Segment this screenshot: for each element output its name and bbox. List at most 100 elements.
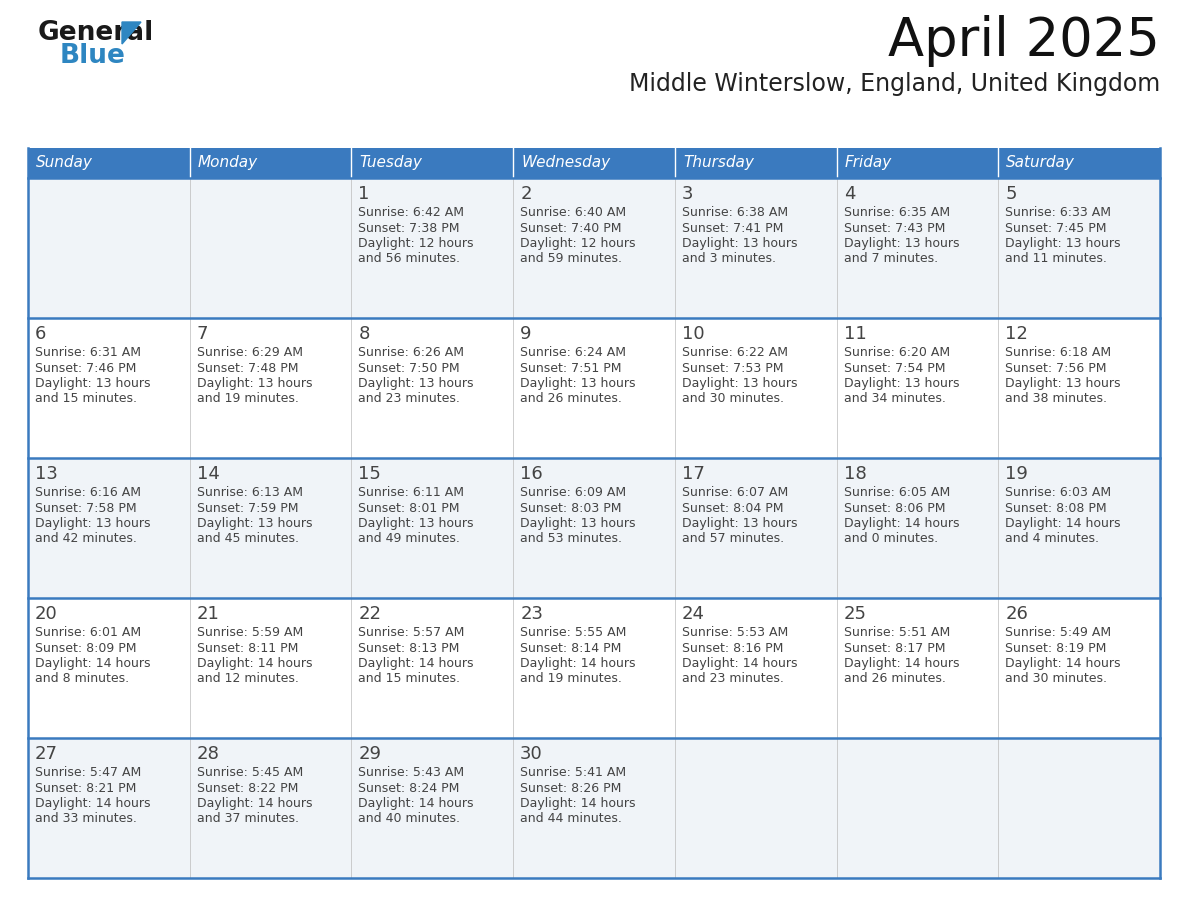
- Text: Sunrise: 6:05 AM: Sunrise: 6:05 AM: [843, 486, 950, 499]
- Text: 25: 25: [843, 605, 866, 623]
- Text: Sunrise: 5:53 AM: Sunrise: 5:53 AM: [682, 626, 788, 639]
- Bar: [675, 458, 836, 598]
- Text: and 4 minutes.: and 4 minutes.: [1005, 532, 1099, 545]
- Text: and 37 minutes.: and 37 minutes.: [197, 812, 298, 825]
- Bar: [513, 738, 675, 878]
- Text: and 34 minutes.: and 34 minutes.: [843, 393, 946, 406]
- Text: Sunrise: 5:57 AM: Sunrise: 5:57 AM: [359, 626, 465, 639]
- Text: Sunrise: 6:38 AM: Sunrise: 6:38 AM: [682, 206, 788, 219]
- Text: Daylight: 13 hours: Daylight: 13 hours: [359, 377, 474, 390]
- Bar: [190, 458, 352, 598]
- Text: 7: 7: [197, 325, 208, 343]
- Text: Daylight: 13 hours: Daylight: 13 hours: [34, 517, 151, 530]
- Text: and 56 minutes.: and 56 minutes.: [359, 252, 461, 265]
- Text: Sunrise: 6:33 AM: Sunrise: 6:33 AM: [1005, 206, 1111, 219]
- Bar: [998, 458, 1159, 598]
- Text: 2: 2: [520, 185, 532, 203]
- Text: Sunset: 8:16 PM: Sunset: 8:16 PM: [682, 642, 783, 655]
- Text: 28: 28: [197, 745, 220, 763]
- Text: 16: 16: [520, 465, 543, 483]
- Text: and 15 minutes.: and 15 minutes.: [359, 673, 461, 686]
- Text: Daylight: 12 hours: Daylight: 12 hours: [520, 237, 636, 250]
- Text: and 53 minutes.: and 53 minutes.: [520, 532, 623, 545]
- Bar: [836, 318, 998, 458]
- Bar: [352, 738, 513, 878]
- Text: Sunrise: 6:26 AM: Sunrise: 6:26 AM: [359, 346, 465, 359]
- Text: Monday: Monday: [197, 155, 258, 171]
- Bar: [513, 458, 675, 598]
- Text: Friday: Friday: [845, 155, 892, 171]
- Text: 8: 8: [359, 325, 369, 343]
- Bar: [29, 178, 190, 318]
- Bar: [29, 318, 190, 458]
- Text: Daylight: 13 hours: Daylight: 13 hours: [843, 377, 959, 390]
- Text: and 59 minutes.: and 59 minutes.: [520, 252, 623, 265]
- Bar: [513, 178, 675, 318]
- Text: Middle Winterslow, England, United Kingdom: Middle Winterslow, England, United Kingd…: [628, 72, 1159, 96]
- Text: Daylight: 14 hours: Daylight: 14 hours: [34, 657, 151, 670]
- Text: Sunrise: 6:29 AM: Sunrise: 6:29 AM: [197, 346, 303, 359]
- Text: 18: 18: [843, 465, 866, 483]
- Text: Sunday: Sunday: [36, 155, 93, 171]
- Text: and 7 minutes.: and 7 minutes.: [843, 252, 937, 265]
- Text: Daylight: 13 hours: Daylight: 13 hours: [197, 517, 312, 530]
- Bar: [29, 148, 190, 178]
- Text: Sunset: 8:06 PM: Sunset: 8:06 PM: [843, 501, 946, 514]
- Text: 17: 17: [682, 465, 704, 483]
- Text: Sunrise: 6:18 AM: Sunrise: 6:18 AM: [1005, 346, 1112, 359]
- Bar: [836, 598, 998, 738]
- Text: Sunrise: 6:20 AM: Sunrise: 6:20 AM: [843, 346, 949, 359]
- Text: Sunset: 8:24 PM: Sunset: 8:24 PM: [359, 781, 460, 794]
- Bar: [836, 148, 998, 178]
- Bar: [352, 458, 513, 598]
- Text: 19: 19: [1005, 465, 1028, 483]
- Text: and 40 minutes.: and 40 minutes.: [359, 812, 461, 825]
- Text: General: General: [38, 20, 154, 46]
- Text: Sunset: 7:40 PM: Sunset: 7:40 PM: [520, 221, 621, 234]
- Text: Sunset: 8:21 PM: Sunset: 8:21 PM: [34, 781, 137, 794]
- Text: Sunset: 7:43 PM: Sunset: 7:43 PM: [843, 221, 944, 234]
- Text: Sunrise: 6:07 AM: Sunrise: 6:07 AM: [682, 486, 788, 499]
- Bar: [836, 178, 998, 318]
- Text: Sunrise: 5:55 AM: Sunrise: 5:55 AM: [520, 626, 626, 639]
- Text: Sunset: 7:56 PM: Sunset: 7:56 PM: [1005, 362, 1107, 375]
- Bar: [352, 178, 513, 318]
- Text: and 11 minutes.: and 11 minutes.: [1005, 252, 1107, 265]
- Text: and 23 minutes.: and 23 minutes.: [682, 673, 784, 686]
- Text: Sunrise: 6:03 AM: Sunrise: 6:03 AM: [1005, 486, 1112, 499]
- Text: Sunset: 7:51 PM: Sunset: 7:51 PM: [520, 362, 621, 375]
- Text: and 49 minutes.: and 49 minutes.: [359, 532, 460, 545]
- Text: Sunrise: 5:47 AM: Sunrise: 5:47 AM: [34, 766, 141, 779]
- Text: April 2025: April 2025: [889, 15, 1159, 67]
- Text: Sunset: 7:53 PM: Sunset: 7:53 PM: [682, 362, 783, 375]
- Text: Daylight: 13 hours: Daylight: 13 hours: [34, 377, 151, 390]
- Text: and 0 minutes.: and 0 minutes.: [843, 532, 937, 545]
- Bar: [836, 458, 998, 598]
- Text: Sunset: 8:26 PM: Sunset: 8:26 PM: [520, 781, 621, 794]
- Text: 3: 3: [682, 185, 694, 203]
- Text: Sunset: 7:38 PM: Sunset: 7:38 PM: [359, 221, 460, 234]
- Text: Sunset: 8:17 PM: Sunset: 8:17 PM: [843, 642, 946, 655]
- Text: 24: 24: [682, 605, 704, 623]
- Text: Sunrise: 6:40 AM: Sunrise: 6:40 AM: [520, 206, 626, 219]
- Bar: [513, 318, 675, 458]
- Bar: [675, 738, 836, 878]
- Text: Sunrise: 6:42 AM: Sunrise: 6:42 AM: [359, 206, 465, 219]
- Text: Daylight: 14 hours: Daylight: 14 hours: [197, 797, 312, 810]
- Bar: [29, 598, 190, 738]
- Text: and 57 minutes.: and 57 minutes.: [682, 532, 784, 545]
- Text: Sunrise: 5:49 AM: Sunrise: 5:49 AM: [1005, 626, 1112, 639]
- Text: Sunrise: 5:51 AM: Sunrise: 5:51 AM: [843, 626, 950, 639]
- Text: Daylight: 14 hours: Daylight: 14 hours: [359, 657, 474, 670]
- Text: Sunset: 8:19 PM: Sunset: 8:19 PM: [1005, 642, 1107, 655]
- Text: 12: 12: [1005, 325, 1028, 343]
- Bar: [998, 178, 1159, 318]
- Bar: [352, 318, 513, 458]
- Text: Daylight: 14 hours: Daylight: 14 hours: [843, 657, 959, 670]
- Text: and 42 minutes.: and 42 minutes.: [34, 532, 137, 545]
- Text: Wednesday: Wednesday: [522, 155, 611, 171]
- Text: Sunrise: 6:13 AM: Sunrise: 6:13 AM: [197, 486, 303, 499]
- Text: Sunset: 8:22 PM: Sunset: 8:22 PM: [197, 781, 298, 794]
- Text: 29: 29: [359, 745, 381, 763]
- Text: and 19 minutes.: and 19 minutes.: [520, 673, 623, 686]
